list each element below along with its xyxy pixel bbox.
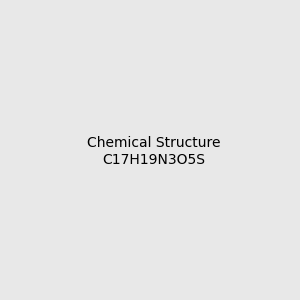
Text: Chemical Structure
C17H19N3O5S: Chemical Structure C17H19N3O5S — [87, 136, 220, 166]
